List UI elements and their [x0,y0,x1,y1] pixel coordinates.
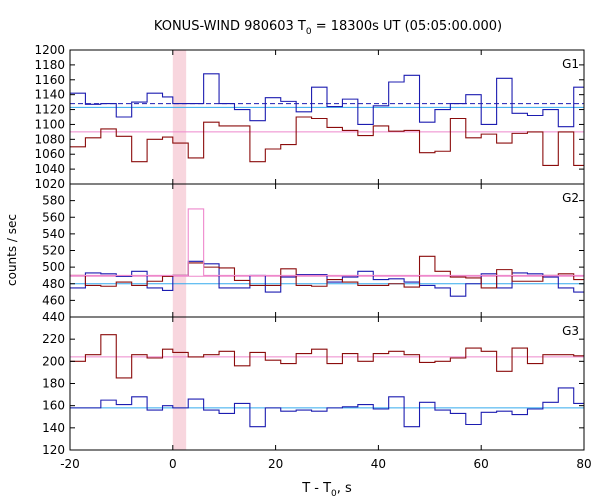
y-tick-label: 1020 [34,177,65,191]
y-tick-label: 580 [42,194,65,208]
panel-frame [69,183,585,318]
panel-label-g2: G2 [562,191,579,205]
series-g3-0 [70,387,584,428]
y-tick-label: 460 [42,293,65,307]
panel-g3: 120 140 160 180 200 220 G3 [42,316,585,457]
y-tick-label: 560 [42,210,65,224]
highlight-band [172,50,187,450]
y-tick-label: 1080 [34,132,65,146]
series-g1-1 [70,116,584,166]
y-tick-label: 180 [42,377,65,391]
x-axis-label-subscript: 0 [331,489,337,499]
y-tick-label: 1180 [34,58,65,72]
panel-plot-area [70,73,584,166]
y-axis-label: counts / sec [5,214,19,286]
y-tick-label: 520 [42,244,65,258]
y-tick-label: 1160 [34,73,65,87]
y-tick-label: 220 [42,332,65,346]
x-axis-label: T - T0, s [301,481,352,499]
x-axis-label-main: T - T [301,481,331,496]
y-tick-label: 500 [42,260,65,274]
panel-plot-area [70,208,584,297]
x-tick-label: -20 [60,457,80,471]
x-tick-label: 0 [169,457,177,471]
panel-plot-area [70,334,584,428]
series-g2-2 [70,208,584,276]
y-tick-label: 440 [42,310,65,324]
panel-g2: 440 460 480 500 520 540 560 580 G2 [42,183,585,324]
x-axis-label-rest: , s [337,481,352,496]
chart-title-subscript: 0 [306,27,312,37]
y-tick-label: 1140 [34,88,65,102]
panel-label-g3: G3 [562,324,579,338]
x-tick-label: 40 [371,457,386,471]
series-g3-1 [70,334,584,379]
y-tick-label: 1200 [34,43,65,57]
panel-g1: 1020104010601080110011201140116011801200… [34,43,585,191]
x-tick-label: 20 [268,457,283,471]
y-tick-label: 120 [42,443,65,457]
y-tick-label: 160 [42,399,65,413]
panel-label-g1: G1 [562,57,579,71]
y-tick-label: 140 [42,421,65,435]
x-tick-label: 80 [576,457,591,471]
y-tick-label: 540 [42,227,65,241]
y-tick-label: 200 [42,354,65,368]
series-g2-0 [70,260,584,297]
y-tick-label: 480 [42,277,65,291]
chart-title: KONUS-WIND 980603 T0 = 18300s UT (05:05:… [154,19,502,37]
series-g2-1 [70,255,584,289]
y-tick-label: 1100 [34,117,65,131]
y-tick-label: 1060 [34,147,65,161]
y-tick-label: 1120 [34,103,65,117]
plot-area: 1020104010601080110011201140116011801200… [34,43,591,471]
y-tick-label: 1040 [34,162,65,176]
series-g1-0 [70,73,584,128]
panel-frame [69,49,585,185]
chart-title-main: KONUS-WIND 980603 T [154,19,306,34]
chart-title-rest: = 18300s UT (05:05:00.000) [312,19,502,34]
panel-frame [69,316,585,451]
x-tick-label: 60 [474,457,489,471]
